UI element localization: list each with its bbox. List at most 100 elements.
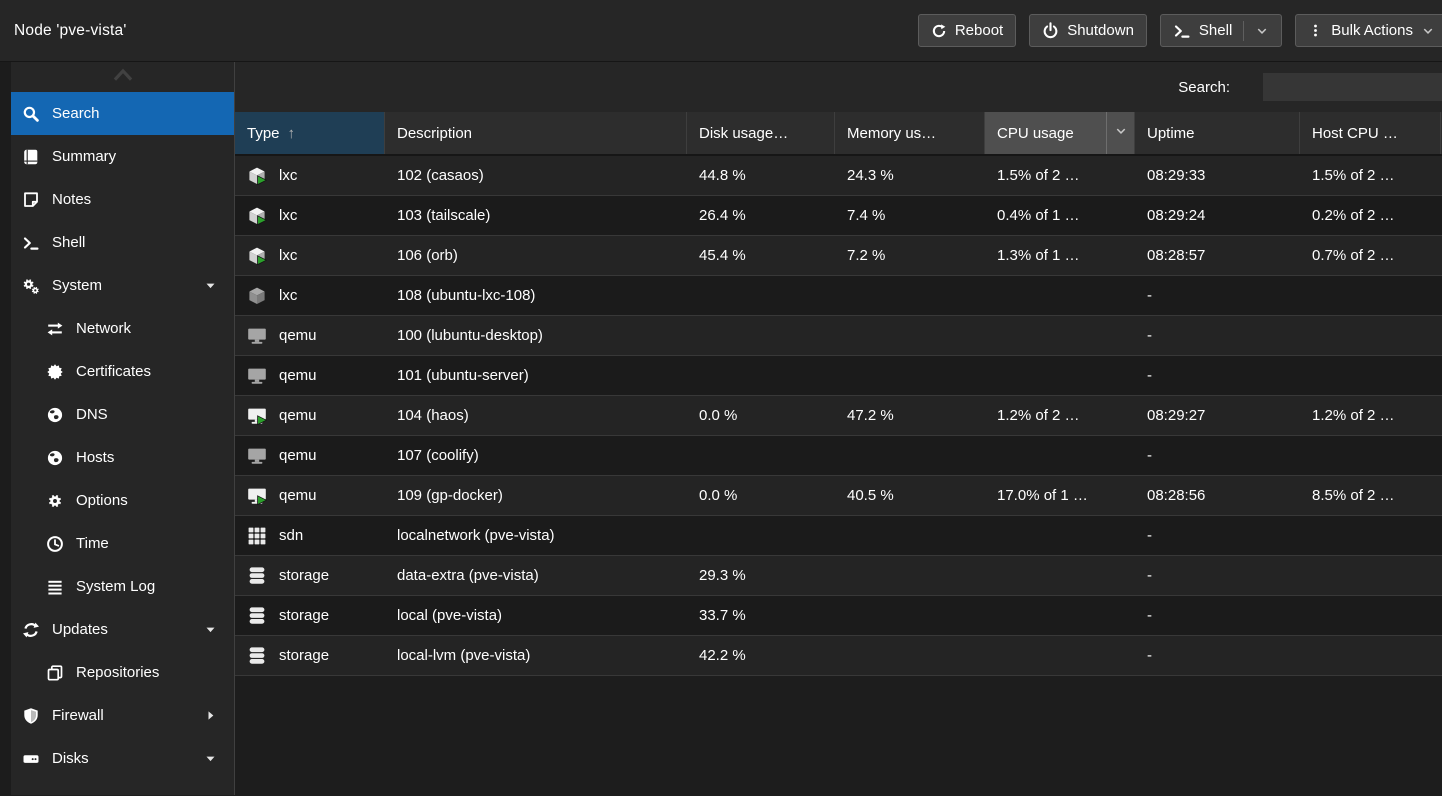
table-row-102-casaos-[interactable]: lxc 102 (casaos) 44.8 % 24.3 % 1.5% of 2 … 08…	[235, 156, 1442, 196]
table-row-106-orb-[interactable]: lxc 106 (orb) 45.4 % 7.2 % 1.3% of 1 … 08:28:…	[235, 236, 1442, 276]
cell-memory	[835, 636, 985, 675]
cell-uptime: 08:28:57	[1147, 247, 1206, 264]
caret-down-icon	[203, 278, 218, 293]
cell-uptime: -	[1147, 447, 1152, 464]
column-header-description[interactable]: Description	[385, 112, 687, 154]
gear-icon	[44, 492, 66, 510]
column-header-type[interactable]: Type ↑	[235, 112, 385, 154]
cell-host_cpu: 0.7% of 2 …	[1312, 247, 1395, 264]
search-input[interactable]	[1263, 73, 1442, 101]
column-header-cpu-usage[interactable]: CPU usage	[985, 112, 1135, 154]
sidebar-item-options[interactable]: Options	[11, 479, 234, 522]
button-divider	[1243, 20, 1245, 41]
table-row-local-pve-vista-[interactable]: storage local (pve-vista) 33.7 % -	[235, 596, 1442, 636]
exchange-icon	[44, 320, 66, 338]
table-row-107-coolify-[interactable]: qemu 107 (coolify) -	[235, 436, 1442, 476]
column-header-memory-us-[interactable]: Memory us…	[835, 112, 985, 154]
type-label: qemu	[279, 447, 317, 464]
cell-description: data-extra (pve-vista)	[397, 567, 539, 584]
cell-cpu: 0.4% of 1 …	[997, 207, 1080, 224]
sidebar-item-repositories[interactable]: Repositories	[11, 651, 234, 694]
cell-host_cpu	[1300, 356, 1441, 395]
cell-host_cpu: 8.5% of 2 …	[1312, 487, 1395, 504]
cell-description: 100 (lubuntu-desktop)	[397, 327, 543, 344]
table-row-101-ubuntu-server-[interactable]: qemu 101 (ubuntu-server) -	[235, 356, 1442, 396]
column-menu-button[interactable]	[1106, 112, 1134, 154]
sidebar-item-label: Certificates	[76, 363, 152, 380]
sidebar-item-updates[interactable]: Updates	[11, 608, 234, 651]
globe-icon	[44, 449, 66, 467]
sidebar-item-hosts[interactable]: Hosts	[11, 436, 234, 479]
cell-description: 108 (ubuntu-lxc-108)	[397, 287, 536, 304]
cell-uptime: -	[1147, 647, 1152, 664]
column-label: Description	[397, 124, 473, 142]
sidebar-item-time[interactable]: Time	[11, 522, 234, 565]
reboot-button[interactable]: Reboot	[917, 14, 1017, 47]
column-label: Type	[247, 124, 280, 142]
type-label: storage	[279, 607, 330, 624]
drive-icon	[20, 750, 42, 768]
shell-button[interactable]: Shell	[1159, 14, 1283, 47]
cell-host_cpu	[1300, 516, 1441, 555]
lxc-running-icon	[247, 166, 267, 186]
cell-description: 103 (tailscale)	[397, 207, 491, 224]
cell-type: qemu	[235, 316, 385, 355]
cell-type: lxc	[235, 276, 385, 315]
sidebar-item-notes[interactable]: Notes	[11, 178, 234, 221]
cell-type: qemu	[235, 436, 385, 475]
sidebar-item-search[interactable]: Search	[11, 92, 234, 135]
cell-uptime: 08:29:24	[1147, 207, 1206, 224]
cell-disk: 42.2 %	[699, 647, 746, 664]
column-header-disk-usage-[interactable]: Disk usage…	[687, 112, 835, 154]
sidebar-item-network[interactable]: Network	[11, 307, 234, 350]
cell-uptime: -	[1147, 327, 1152, 344]
cell-cpu: 1.2% of 2 …	[997, 407, 1080, 424]
sidebar-item-firewall[interactable]: Firewall	[11, 694, 234, 737]
sidebar-item-system[interactable]: System	[11, 264, 234, 307]
cell-disk	[687, 356, 835, 395]
cell-cpu	[985, 556, 1135, 595]
sidebar-scroll-up[interactable]	[11, 62, 234, 92]
table-row-100-lubuntu-desktop-[interactable]: qemu 100 (lubuntu-desktop) -	[235, 316, 1442, 356]
sidebar-item-dns[interactable]: DNS	[11, 393, 234, 436]
cell-host_cpu	[1300, 596, 1441, 635]
chevron-down-icon	[1114, 124, 1128, 142]
sidebar-item-shell[interactable]: Shell	[11, 221, 234, 264]
type-label: lxc	[279, 247, 298, 264]
sidebar-item-label: Search	[52, 105, 100, 122]
column-header-host-cpu-[interactable]: Host CPU …	[1300, 112, 1441, 154]
table-row-104-haos-[interactable]: qemu 104 (haos) 0.0 % 47.2 % 1.2% of 2 … 08:2…	[235, 396, 1442, 436]
cell-host_cpu: 1.5% of 2 …	[1312, 167, 1395, 184]
cell-host_cpu	[1300, 276, 1441, 315]
page-title: Node 'pve-vista'	[14, 21, 127, 39]
sidebar-item-label: System	[52, 277, 103, 294]
column-header-uptime[interactable]: Uptime	[1135, 112, 1300, 154]
table-row-103-tailscale-[interactable]: lxc 103 (tailscale) 26.4 % 7.4 % 0.4% of 1 ……	[235, 196, 1442, 236]
storage-icon	[247, 646, 267, 666]
certificate-icon	[44, 363, 66, 381]
sidebar-item-certificates[interactable]: Certificates	[11, 350, 234, 393]
type-label: qemu	[279, 367, 317, 384]
bulk-actions-button[interactable]: Bulk Actions	[1295, 14, 1442, 47]
sidebar-item-system-log[interactable]: System Log	[11, 565, 234, 608]
shutdown-label: Shutdown	[1067, 22, 1134, 39]
cell-disk: 26.4 %	[699, 207, 746, 224]
cell-host_cpu	[1300, 636, 1441, 675]
sidebar-item-disks[interactable]: Disks	[11, 737, 234, 780]
table-row-108-ubuntu-lxc-108-[interactable]: lxc 108 (ubuntu-lxc-108) -	[235, 276, 1442, 316]
cell-cpu: 1.3% of 1 …	[997, 247, 1080, 264]
table-row-local-lvm-pve-vista-[interactable]: storage local-lvm (pve-vista) 42.2 % -	[235, 636, 1442, 676]
table-row-localnetwork-pve-vista-[interactable]: sdn localnetwork (pve-vista) -	[235, 516, 1442, 556]
storage-icon	[247, 566, 267, 586]
chevron-down-icon[interactable]	[1255, 24, 1269, 38]
ellipsis-v-icon	[1308, 23, 1323, 38]
sidebar-item-summary[interactable]: Summary	[11, 135, 234, 178]
shutdown-button[interactable]: Shutdown	[1029, 14, 1147, 47]
sidebar-item-label: DNS	[76, 406, 108, 423]
table-row-data-extra-pve-vista-[interactable]: storage data-extra (pve-vista) 29.3 % -	[235, 556, 1442, 596]
cell-cpu	[985, 316, 1135, 355]
cell-disk: 44.8 %	[699, 167, 746, 184]
table-row-109-gp-docker-[interactable]: qemu 109 (gp-docker) 0.0 % 40.5 % 17.0% of 1…	[235, 476, 1442, 516]
storage-icon	[247, 606, 267, 626]
qemu-running-icon	[247, 406, 267, 426]
